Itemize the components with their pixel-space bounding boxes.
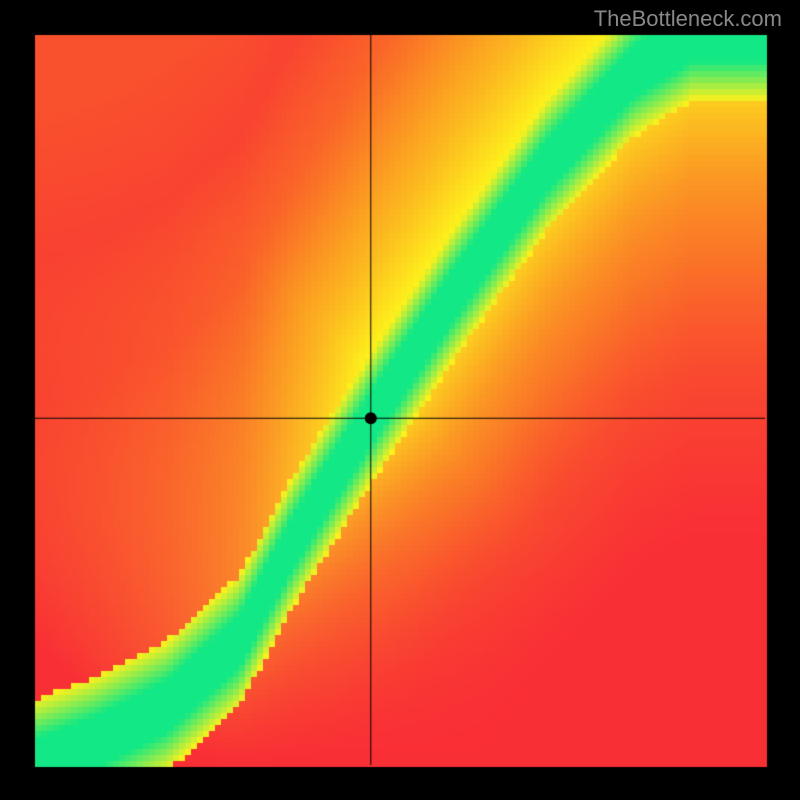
chart-container: TheBottleneck.com [0,0,800,800]
bottleneck-heatmap [0,0,800,800]
